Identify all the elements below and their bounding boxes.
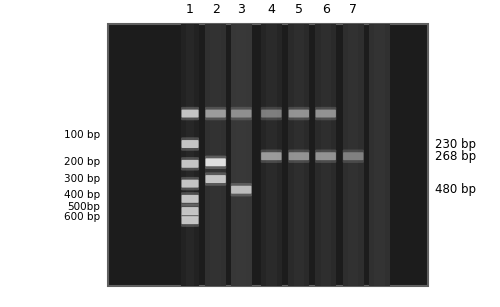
Text: 480 bp: 480 bp [435, 183, 476, 196]
Bar [261, 24, 281, 286]
Bar [206, 24, 226, 286]
FancyBboxPatch shape [260, 107, 282, 120]
FancyBboxPatch shape [181, 204, 199, 218]
Bar [206, 24, 226, 286]
FancyBboxPatch shape [181, 177, 199, 190]
FancyBboxPatch shape [288, 152, 309, 160]
Bar [182, 24, 199, 286]
Text: 200 bp: 200 bp [64, 157, 100, 167]
FancyBboxPatch shape [288, 110, 309, 118]
FancyBboxPatch shape [181, 192, 199, 206]
Bar [231, 24, 252, 286]
FancyBboxPatch shape [182, 110, 198, 118]
FancyBboxPatch shape [182, 140, 198, 148]
FancyBboxPatch shape [260, 150, 282, 163]
FancyBboxPatch shape [315, 150, 336, 163]
FancyBboxPatch shape [205, 107, 227, 120]
Bar [236, 24, 246, 286]
FancyBboxPatch shape [230, 107, 252, 120]
FancyBboxPatch shape [206, 175, 226, 183]
FancyBboxPatch shape [315, 107, 336, 120]
FancyBboxPatch shape [288, 107, 310, 120]
FancyBboxPatch shape [205, 156, 227, 169]
FancyBboxPatch shape [342, 150, 364, 163]
FancyBboxPatch shape [261, 152, 281, 160]
FancyBboxPatch shape [261, 110, 281, 118]
Bar [186, 24, 194, 286]
FancyBboxPatch shape [205, 172, 227, 186]
FancyBboxPatch shape [182, 195, 198, 203]
Text: 4: 4 [268, 3, 276, 16]
Text: 100 bp: 100 bp [64, 130, 100, 140]
Bar [210, 24, 221, 286]
FancyBboxPatch shape [206, 110, 226, 118]
Bar [316, 24, 336, 286]
FancyBboxPatch shape [231, 186, 252, 194]
FancyBboxPatch shape [316, 152, 336, 160]
Text: 600 bp: 600 bp [64, 212, 100, 222]
Text: 1: 1 [186, 3, 194, 16]
Bar [288, 24, 310, 286]
Text: 230 bp: 230 bp [435, 138, 476, 150]
FancyBboxPatch shape [181, 137, 199, 151]
FancyBboxPatch shape [288, 150, 310, 163]
Text: 2: 2 [212, 3, 220, 16]
FancyBboxPatch shape [182, 216, 198, 224]
Text: 268 bp: 268 bp [435, 150, 476, 163]
Bar [231, 24, 252, 286]
FancyBboxPatch shape [343, 152, 363, 160]
Bar [348, 24, 358, 286]
Text: 7: 7 [350, 3, 358, 16]
Bar [108, 24, 428, 286]
Bar [343, 24, 363, 286]
FancyBboxPatch shape [316, 110, 336, 118]
FancyBboxPatch shape [231, 110, 252, 118]
Text: 400 bp: 400 bp [64, 190, 100, 200]
Bar [374, 24, 384, 286]
Bar [320, 24, 331, 286]
Bar [294, 24, 304, 286]
FancyBboxPatch shape [230, 183, 252, 196]
Text: 6: 6 [322, 3, 330, 16]
FancyBboxPatch shape [181, 107, 199, 120]
Text: 300 bp: 300 bp [64, 174, 100, 184]
FancyBboxPatch shape [206, 158, 226, 166]
FancyBboxPatch shape [182, 180, 198, 188]
Bar [369, 24, 390, 286]
Bar [266, 24, 276, 286]
Text: 500bp: 500bp [67, 202, 100, 212]
FancyBboxPatch shape [182, 207, 198, 215]
Text: 5: 5 [295, 3, 303, 16]
FancyBboxPatch shape [181, 157, 199, 170]
FancyBboxPatch shape [182, 160, 198, 168]
Text: 3: 3 [238, 3, 245, 16]
FancyBboxPatch shape [181, 213, 199, 227]
